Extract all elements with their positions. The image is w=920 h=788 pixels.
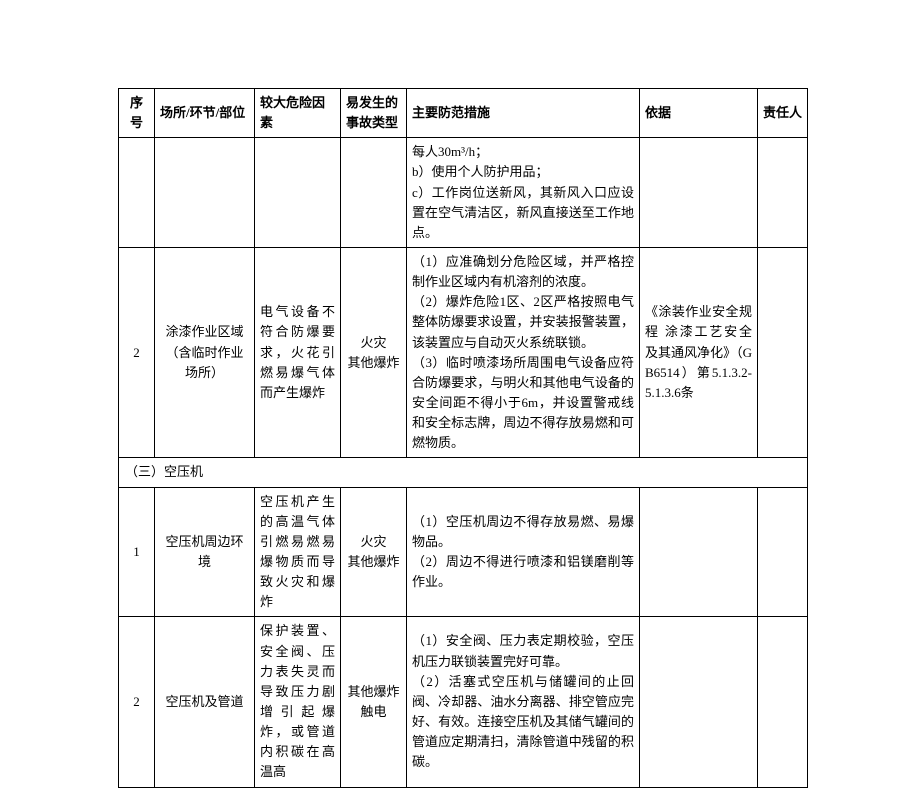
col-risk: 较大危险因素 <box>255 89 341 138</box>
cell-place: 涂漆作业区域（含临时作业场所） <box>155 247 255 457</box>
col-measures: 主要防范措施 <box>407 89 640 138</box>
table-row: 2 空压机及管道 保护装置、安全阀、压力表失灵而导致压力剧增引起爆炸，或管道内积… <box>119 617 808 787</box>
table-row: 2 涂漆作业区域（含临时作业场所） 电气设备不符合防爆要求，火花引燃易爆气体而产… <box>119 247 808 457</box>
cell-basis: 《涂装作业安全规程 涂漆工艺安全及其通风净化》（GB6514）第5.1.3.2-… <box>640 247 758 457</box>
cell-measures: （1）应准确划分危险区域，并严格控制作业区域内有机溶剂的浓度。（2）爆炸危险1区… <box>407 247 640 457</box>
cell-place: 空压机周边环境 <box>155 487 255 617</box>
cell-seq: 1 <box>119 487 155 617</box>
cell-risk: 电气设备不符合防爆要求，火花引燃易爆气体而产生爆炸 <box>255 247 341 457</box>
table-row: 1 空压机周边环境 空压机产生的高温气体引燃易燃易爆物质而导致火灾和爆炸 火灾其… <box>119 487 808 617</box>
cell-responsible <box>758 247 808 457</box>
cell-risk: 空压机产生的高温气体引燃易燃易爆物质而导致火灾和爆炸 <box>255 487 341 617</box>
cell-basis <box>640 617 758 787</box>
col-responsible: 责任人 <box>758 89 808 138</box>
cell-accident: 火灾其他爆炸 <box>341 487 407 617</box>
risk-table: 序号 场所/环节/部位 较大危险因素 易发生的事故类型 主要防范措施 依据 责任… <box>118 88 808 788</box>
cell-measures: （1）安全阀、压力表定期校验，空压机压力联锁装置完好可靠。（2）活塞式空压机与储… <box>407 617 640 787</box>
cell-measures: 每人30m³/h；b）使用个人防护用品；c）工作岗位送新风，其新风入口应设置在空… <box>407 138 640 248</box>
section-row: （三）空压机 <box>119 458 808 487</box>
cell-risk <box>255 138 341 248</box>
cell-seq <box>119 138 155 248</box>
cell-measures: （1）空压机周边不得存放易燃、易爆物品。（2）周边不得进行喷漆和铝镁磨削等作业。 <box>407 487 640 617</box>
cell-accident: 其他爆炸触电 <box>341 617 407 787</box>
col-accident: 易发生的事故类型 <box>341 89 407 138</box>
col-seq: 序号 <box>119 89 155 138</box>
cell-responsible <box>758 617 808 787</box>
cell-responsible <box>758 138 808 248</box>
cell-accident: 火灾其他爆炸 <box>341 247 407 457</box>
cell-seq: 2 <box>119 617 155 787</box>
table-row: 每人30m³/h；b）使用个人防护用品；c）工作岗位送新风，其新风入口应设置在空… <box>119 138 808 248</box>
cell-place <box>155 138 255 248</box>
cell-place: 空压机及管道 <box>155 617 255 787</box>
col-place: 场所/环节/部位 <box>155 89 255 138</box>
cell-seq: 2 <box>119 247 155 457</box>
section-title: （三）空压机 <box>119 458 808 487</box>
cell-basis <box>640 487 758 617</box>
cell-risk: 保护装置、安全阀、压力表失灵而导致压力剧增引起爆炸，或管道内积碳在高温高 <box>255 617 341 787</box>
col-basis: 依据 <box>640 89 758 138</box>
cell-responsible <box>758 487 808 617</box>
header-row: 序号 场所/环节/部位 较大危险因素 易发生的事故类型 主要防范措施 依据 责任… <box>119 89 808 138</box>
cell-basis <box>640 138 758 248</box>
cell-accident <box>341 138 407 248</box>
